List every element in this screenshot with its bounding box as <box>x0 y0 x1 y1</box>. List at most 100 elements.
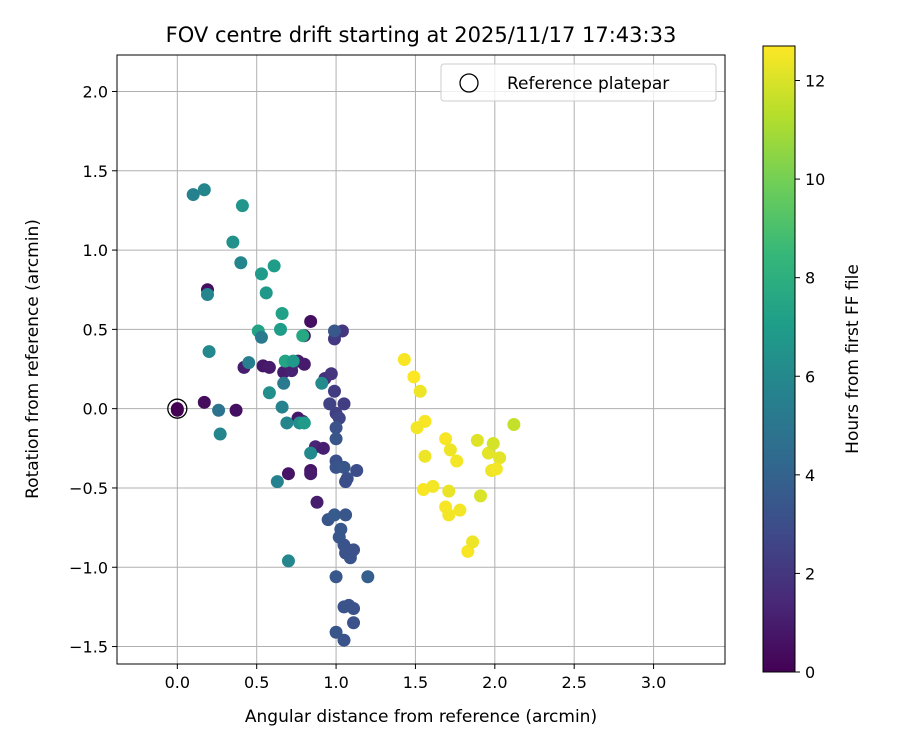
data-point <box>296 329 310 343</box>
data-point <box>197 395 211 409</box>
data-point <box>234 256 248 270</box>
reference-fill-point <box>170 402 184 416</box>
data-point <box>470 433 484 447</box>
data-point <box>347 616 361 630</box>
data-point <box>486 437 500 451</box>
legend-marker <box>459 73 479 93</box>
y-tick-label: 1.5 <box>83 162 108 181</box>
reference-ring <box>167 398 188 419</box>
data-point <box>327 324 341 338</box>
colorbar-tick-label: 6 <box>805 367 815 386</box>
data-point <box>453 503 467 517</box>
y-tick-label: 1.0 <box>83 241 108 260</box>
data-point <box>267 259 281 273</box>
data-point <box>310 495 324 509</box>
data-point <box>229 403 243 417</box>
data-point <box>262 386 276 400</box>
data-point <box>329 432 343 446</box>
data-point <box>197 183 211 197</box>
data-point <box>297 416 311 430</box>
data-point <box>337 633 351 647</box>
data-point <box>410 421 424 435</box>
x-tick-label: 2.5 <box>561 673 586 692</box>
data-point <box>450 454 464 468</box>
y-tick-label: −1.5 <box>69 638 108 657</box>
legend-label: Reference platepar <box>507 74 669 94</box>
data-point <box>275 307 289 321</box>
data-point <box>329 570 343 584</box>
colorbar-tick-label: 10 <box>805 170 825 189</box>
data-point <box>350 464 364 478</box>
data-point <box>304 314 318 328</box>
data-point <box>277 376 291 390</box>
data-point <box>324 367 338 381</box>
data-point <box>254 330 268 344</box>
data-point <box>304 446 318 460</box>
data-point <box>347 601 361 615</box>
data-point <box>186 188 200 202</box>
x-tick-label: 2.0 <box>482 673 507 692</box>
data-point <box>297 357 311 371</box>
reference-marker <box>167 398 188 419</box>
data-point <box>259 286 273 300</box>
colorbar-tick-label: 12 <box>805 72 825 91</box>
data-points <box>170 183 521 647</box>
data-point <box>443 443 457 457</box>
data-point <box>361 570 375 584</box>
x-tick-label: 0.5 <box>244 673 269 692</box>
data-point <box>407 370 421 384</box>
y-axis-label: Rotation from reference (arcmin) <box>23 219 43 499</box>
data-point <box>254 267 268 281</box>
x-axis-ticks: 0.0 0.5 1.0 1.5 2.0 2.5 3.0 <box>165 664 666 692</box>
y-tick-label: 0.0 <box>83 400 108 419</box>
data-point <box>327 384 341 398</box>
data-point <box>493 451 507 465</box>
colorbar-frame <box>762 45 796 673</box>
y-tick-label: 0.5 <box>83 320 108 339</box>
data-point <box>281 554 295 568</box>
plot-area: 0.0 0.5 1.0 1.5 2.0 2.5 3.0 −1.5 −1.0 −0.5 0.0 0.5… <box>69 54 726 692</box>
data-point <box>235 199 249 213</box>
data-point <box>442 484 456 498</box>
data-point <box>442 508 456 522</box>
x-grid-lines <box>176 55 655 664</box>
data-point <box>202 345 216 359</box>
data-point <box>262 360 276 374</box>
data-point <box>200 287 214 301</box>
data-point <box>281 467 295 481</box>
data-point <box>327 508 341 522</box>
y-tick-label: −0.5 <box>69 479 108 498</box>
chart-title: FOV centre drift starting at 2025/11/17 … <box>166 23 677 47</box>
colorbar-ticks: 0 2 4 6 8 10 12 <box>795 72 825 682</box>
data-point <box>213 427 227 441</box>
colorbar-label: Hours from first FF file <box>843 264 863 454</box>
x-tick-label: 0.0 <box>165 673 190 692</box>
colorbar-gradient <box>763 46 795 672</box>
data-point <box>489 462 503 476</box>
data-point <box>337 460 351 474</box>
legend-box <box>440 63 717 102</box>
data-point <box>280 416 294 430</box>
data-point <box>275 400 289 414</box>
data-point <box>347 543 361 557</box>
data-point <box>242 356 256 370</box>
colorbar-tick-label: 8 <box>805 269 815 288</box>
data-point <box>304 467 318 481</box>
data-point <box>507 418 521 432</box>
colorbar: 0 2 4 6 8 10 12 Hours from first FF file <box>762 45 863 682</box>
data-point <box>413 384 427 398</box>
y-tick-label: 2.0 <box>83 82 108 101</box>
plot-background <box>117 55 725 664</box>
data-point <box>339 475 353 489</box>
data-point <box>323 397 337 411</box>
data-point <box>286 354 300 368</box>
plot-frame <box>116 54 726 665</box>
x-axis-label: Angular distance from reference (arcmin) <box>245 707 597 727</box>
data-point <box>474 489 488 503</box>
y-axis-ticks: −1.5 −1.0 −0.5 0.0 0.5 1.0 1.5 2.0 <box>69 82 117 657</box>
data-point <box>315 376 329 390</box>
data-point <box>418 449 432 463</box>
data-point <box>339 508 353 522</box>
data-point <box>466 535 480 549</box>
